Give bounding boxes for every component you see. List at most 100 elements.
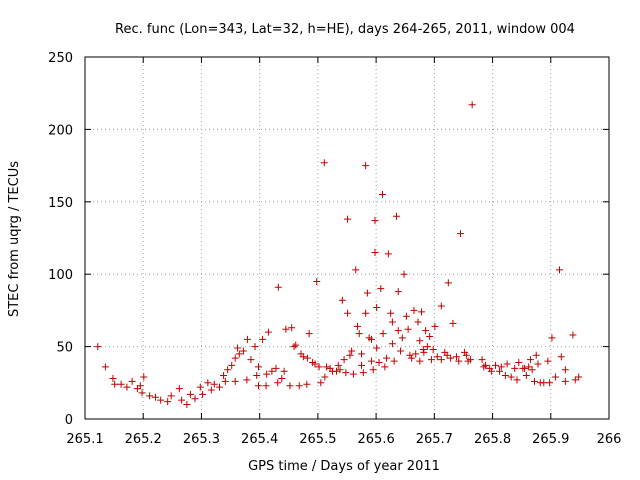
data-point — [501, 372, 509, 380]
y-axis-label: STEC from uqrg / TECUs — [7, 161, 22, 317]
data-point — [408, 354, 416, 362]
data-point — [416, 337, 424, 345]
data-point — [384, 250, 392, 258]
data-point — [390, 357, 398, 365]
data-point — [513, 376, 521, 384]
data-point — [263, 370, 271, 378]
data-point — [515, 359, 523, 367]
plot-frame — [84, 56, 610, 420]
x-tick-label: 265.5 — [299, 432, 336, 447]
data-point — [358, 350, 366, 358]
data-point — [299, 353, 307, 361]
data-point — [486, 364, 494, 372]
data-point — [239, 347, 247, 355]
x-tick-label: 265.6 — [358, 432, 395, 447]
data-point — [427, 356, 435, 364]
data-point — [317, 379, 325, 387]
data-point — [278, 374, 286, 382]
data-point — [334, 361, 342, 369]
data-point — [234, 344, 242, 352]
data-point — [418, 308, 426, 316]
data-points — [94, 101, 583, 409]
data-point — [444, 279, 452, 287]
data-point — [164, 398, 172, 406]
data-point — [101, 363, 109, 371]
data-point — [235, 350, 243, 358]
data-point — [111, 380, 119, 388]
data-point — [534, 360, 542, 368]
data-point — [443, 351, 451, 359]
data-point — [352, 266, 360, 274]
data-point — [530, 377, 538, 385]
data-point — [466, 356, 474, 364]
data-point — [128, 377, 136, 385]
data-point — [487, 367, 495, 375]
data-point — [551, 373, 559, 381]
data-point — [272, 364, 280, 372]
data-point — [426, 332, 434, 340]
data-point — [561, 366, 569, 374]
data-point — [224, 366, 232, 374]
data-point — [140, 373, 148, 381]
x-tick-label: 265.2 — [125, 432, 162, 447]
data-point — [255, 382, 263, 390]
data-point — [383, 354, 391, 362]
data-point — [480, 363, 488, 371]
data-point — [157, 396, 165, 404]
data-point — [231, 354, 239, 362]
data-point — [452, 353, 460, 361]
data-point — [295, 382, 303, 390]
data-point — [178, 396, 186, 404]
data-point — [348, 347, 356, 355]
data-point — [447, 354, 455, 362]
data-point — [355, 330, 363, 338]
data-point — [394, 288, 402, 296]
data-point — [183, 401, 191, 409]
data-point — [455, 357, 463, 365]
data-point — [303, 380, 311, 388]
data-point — [571, 376, 579, 384]
data-point — [367, 357, 375, 365]
data-point — [377, 285, 385, 293]
data-point — [419, 345, 427, 353]
data-point — [412, 350, 420, 358]
data-point — [507, 373, 515, 381]
data-point — [546, 379, 554, 387]
data-point — [437, 356, 445, 364]
data-point — [404, 325, 412, 333]
data-point — [420, 348, 428, 356]
data-point — [362, 162, 370, 170]
axis-ticks: 265.1 265.2 265.3 265.4 265.5 265.6 265.7 265.8… — [48, 51, 621, 447]
data-point — [392, 212, 400, 220]
data-point — [556, 266, 564, 274]
data-point — [522, 372, 530, 380]
data-point — [151, 393, 159, 401]
data-point — [557, 353, 565, 361]
data-point — [175, 385, 183, 393]
data-point — [264, 328, 272, 336]
data-point — [243, 376, 251, 384]
data-point — [136, 382, 144, 390]
data-point — [146, 392, 154, 400]
data-point — [221, 377, 229, 385]
data-point — [478, 356, 486, 364]
data-point — [338, 296, 346, 304]
data-point — [336, 366, 344, 374]
data-point — [313, 277, 321, 285]
x-tick-label: 265.4 — [241, 432, 278, 447]
data-point — [375, 359, 383, 367]
data-point — [288, 324, 296, 332]
data-point — [228, 361, 236, 369]
y-tick-label: 50 — [56, 341, 73, 356]
data-point — [400, 270, 408, 278]
data-point — [569, 331, 577, 339]
data-point — [220, 372, 228, 380]
data-point — [362, 309, 370, 317]
data-point — [410, 306, 418, 314]
data-point — [320, 159, 328, 167]
data-point — [204, 379, 212, 387]
data-point — [94, 343, 102, 351]
data-point — [387, 309, 395, 317]
data-point — [367, 335, 375, 343]
data-point — [311, 360, 319, 368]
